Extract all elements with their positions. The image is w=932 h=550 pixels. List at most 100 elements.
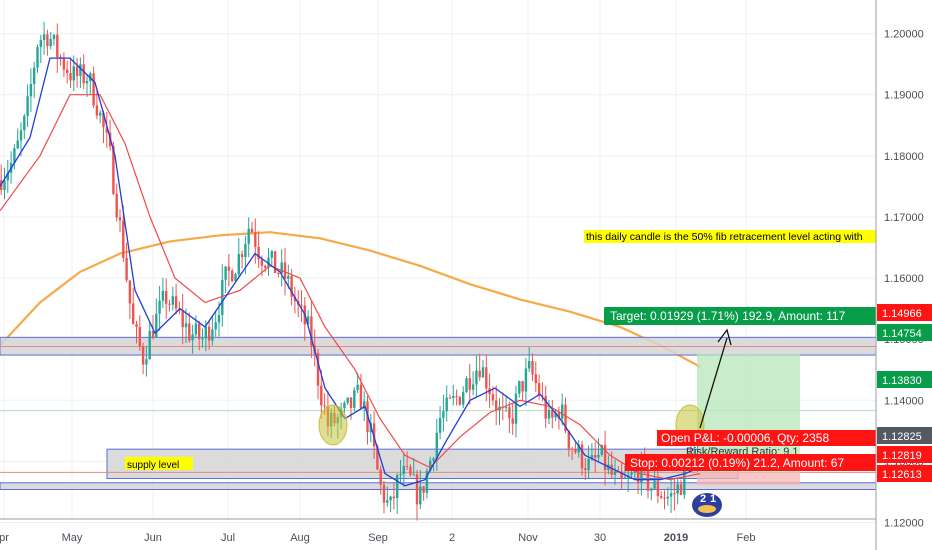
candle-body: [115, 193, 118, 218]
candle-body: [537, 383, 541, 396]
candle-body: [165, 290, 168, 304]
candle-body: [468, 378, 471, 390]
candle-body: [448, 397, 452, 399]
candle-body: [112, 146, 115, 194]
candle-body: [679, 484, 683, 495]
x-tick-label: Feb: [737, 532, 756, 544]
candle-body: [95, 105, 99, 116]
candle-body: [264, 265, 267, 268]
candle-body: [386, 500, 389, 503]
level-tag: 1.12825: [882, 431, 922, 443]
candle-body: [554, 412, 557, 418]
candle-body: [191, 334, 194, 341]
y-tick-label: 1.16000: [884, 273, 924, 285]
candle-body: [118, 217, 122, 221]
candle-body: [478, 370, 481, 378]
ma-fast-line: [0, 57, 701, 487]
candle-body: [125, 257, 128, 281]
candle-body: [590, 454, 594, 459]
x-tick-label: pr: [0, 532, 9, 544]
level-tag: 1.12613: [882, 469, 922, 481]
candle-body: [564, 404, 567, 432]
candle-body: [504, 407, 508, 409]
candle-body: [508, 407, 511, 419]
candle-body: [273, 251, 277, 274]
candle-body: [52, 34, 56, 40]
candle-body: [247, 228, 250, 244]
annotation-bg: [584, 230, 876, 243]
candle-body: [570, 448, 574, 450]
level-tag-bg: [877, 304, 932, 321]
x-tick-label: Jun: [144, 532, 162, 544]
candle-body: [171, 296, 174, 305]
candle-body: [250, 228, 254, 233]
overlay-layer: this daily candle is the 50% fib retrace…: [318, 230, 876, 517]
stop-label: Stop: 0.00212 (0.19%) 21.2, Amount: 67: [630, 456, 844, 470]
candle-body: [419, 486, 422, 505]
candle-body: [495, 400, 498, 411]
candle-body: [376, 446, 379, 470]
candle-body: [412, 474, 415, 476]
candle-body: [36, 46, 39, 68]
candle-body: [72, 66, 75, 81]
candle-body: [561, 404, 564, 419]
candle-body: [481, 367, 485, 378]
candle-body: [653, 480, 656, 489]
candle-body: [277, 273, 280, 275]
candle-body: [224, 266, 227, 280]
candle-body: [518, 381, 521, 394]
candle-body: [320, 385, 323, 406]
candle-body: [630, 472, 633, 476]
candle-body: [227, 266, 231, 271]
candle-body: [168, 303, 171, 305]
candle-body: [587, 458, 590, 471]
candle-body: [29, 83, 33, 97]
candle-body: [382, 484, 386, 503]
candle-body: [541, 395, 544, 397]
candle-body: [471, 384, 475, 390]
supply-label-bg: [125, 456, 193, 470]
candle-body: [528, 360, 531, 369]
candle-body: [66, 69, 69, 73]
candle-body: [62, 58, 66, 70]
candle-body: [669, 493, 673, 497]
candle-body: [316, 352, 320, 386]
candle-body: [363, 401, 366, 409]
candle-body: [676, 484, 679, 494]
candle-body: [234, 274, 237, 282]
candle-body: [145, 359, 148, 365]
candle-body: [13, 148, 16, 163]
x-tick-label: 2019: [664, 532, 688, 544]
candle-body: [214, 322, 217, 330]
candle-body: [306, 316, 310, 325]
x-tick-label: Aug: [290, 532, 310, 544]
candle-body: [521, 381, 524, 392]
candle-body: [204, 326, 207, 339]
candle-body: [46, 34, 49, 47]
candle-body: [343, 402, 346, 409]
candle-body: [346, 397, 349, 403]
supply-label: supply level: [127, 460, 179, 471]
candle-body: [683, 463, 686, 495]
candle-body: [99, 112, 102, 116]
candle-body: [33, 67, 36, 84]
candle-body: [270, 251, 273, 258]
candle-body: [557, 412, 561, 419]
level-tag: 1.13830: [882, 375, 922, 387]
candle-body: [580, 444, 584, 469]
candle-body: [425, 470, 429, 493]
candle-body: [290, 275, 293, 297]
candle-body: [610, 464, 613, 475]
candle-body: [600, 445, 603, 455]
candle-body: [613, 471, 617, 475]
candle-body: [198, 323, 201, 339]
candle-body: [267, 257, 270, 268]
candle-body: [422, 486, 425, 493]
candle-body: [128, 280, 132, 304]
candle-body: [244, 243, 247, 257]
x-tick-label: Nov: [518, 532, 538, 544]
level-tag: 1.14754: [882, 328, 922, 340]
candle-body: [155, 313, 158, 338]
candle-body: [636, 470, 640, 483]
